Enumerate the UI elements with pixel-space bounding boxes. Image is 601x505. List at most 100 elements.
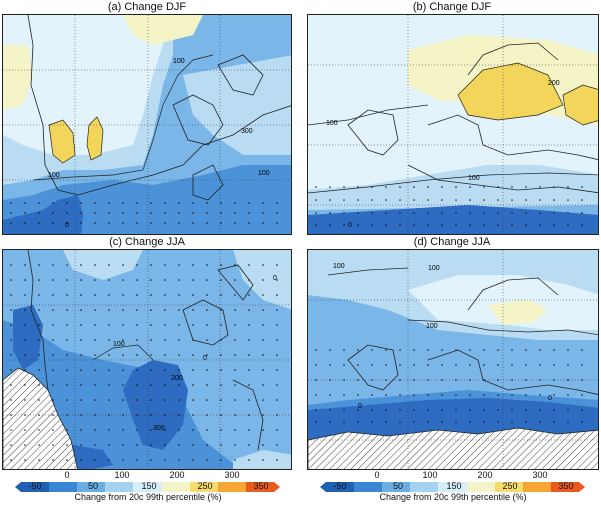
significance-dot xyxy=(581,364,583,366)
panel-c-contour-label-3: 100 xyxy=(113,341,125,348)
significance-dot xyxy=(220,202,222,204)
significance-dot xyxy=(164,444,166,446)
significance-dot xyxy=(178,399,180,401)
significance-dot xyxy=(399,224,401,226)
significance-dot xyxy=(343,421,345,423)
significance-dot xyxy=(66,294,68,296)
significance-dot xyxy=(248,264,250,266)
panel-a-deep-region xyxy=(3,195,83,234)
colorbar-label: Change from 20c 99th percentile (%) xyxy=(74,492,222,502)
significance-dot xyxy=(262,324,264,326)
significance-dot xyxy=(80,324,82,326)
panel-d-coastline xyxy=(347,277,598,395)
panel-b-deep-band xyxy=(308,205,598,234)
significance-dot xyxy=(469,409,471,411)
panel-b-map: 200 100 100 0 xyxy=(307,14,599,235)
significance-dot xyxy=(262,399,264,401)
significance-dot xyxy=(315,421,317,423)
significance-dot xyxy=(38,324,40,326)
significance-dot xyxy=(525,421,527,423)
significance-dot xyxy=(315,379,317,381)
significance-dot xyxy=(553,212,555,214)
significance-dot xyxy=(164,384,166,386)
significance-dot xyxy=(24,222,26,224)
significance-dot xyxy=(343,379,345,381)
significance-dot xyxy=(511,421,513,423)
panel-b-contour-label-1: 200 xyxy=(548,80,560,87)
significance-dot xyxy=(94,399,96,401)
significance-dot xyxy=(455,409,457,411)
significance-dot xyxy=(427,212,429,214)
significance-dot xyxy=(469,364,471,366)
significance-dot xyxy=(80,202,82,204)
significance-dot xyxy=(455,421,457,423)
significance-dot xyxy=(164,222,166,224)
axis-d-label: 0 xyxy=(374,470,380,480)
significance-dot xyxy=(108,324,110,326)
significance-dot xyxy=(262,354,264,356)
significance-dot xyxy=(220,399,222,401)
significance-dot xyxy=(581,394,583,396)
significance-dot xyxy=(262,459,264,461)
significance-dot xyxy=(150,222,152,224)
significance-dot xyxy=(511,186,513,188)
significance-dot xyxy=(399,394,401,396)
significance-dot xyxy=(108,429,110,431)
significance-dot xyxy=(164,202,166,204)
significance-dot xyxy=(262,212,264,214)
colorbar-segment xyxy=(382,482,411,492)
significance-dot xyxy=(94,384,96,386)
significance-dot xyxy=(539,199,541,201)
significance-dot xyxy=(52,294,54,296)
significance-dot xyxy=(234,354,236,356)
significance-dot xyxy=(80,279,82,281)
significance-dot xyxy=(136,264,138,266)
colorbar-tick: 150 xyxy=(141,481,157,491)
significance-dot xyxy=(150,369,152,371)
panel-a-contour-100 xyxy=(32,54,214,181)
significance-dot xyxy=(539,186,541,188)
significance-dot xyxy=(525,379,527,381)
significance-dot xyxy=(525,186,527,188)
significance-dot xyxy=(315,394,317,396)
significance-dot xyxy=(10,294,12,296)
significance-dot xyxy=(581,186,583,188)
colorbar-tick: 250 xyxy=(502,481,518,491)
significance-dot xyxy=(80,444,82,446)
significance-dot xyxy=(385,199,387,201)
significance-dot xyxy=(150,354,152,356)
significance-dot xyxy=(108,222,110,224)
significance-dot xyxy=(276,399,278,401)
significance-dot xyxy=(24,264,26,266)
significance-dot xyxy=(136,324,138,326)
significance-dot xyxy=(455,349,457,351)
significance-dot xyxy=(262,309,264,311)
significance-dot xyxy=(276,369,278,371)
significance-dot xyxy=(122,202,124,204)
significance-dot xyxy=(276,354,278,356)
significance-dot xyxy=(178,414,180,416)
significance-dot xyxy=(150,202,152,204)
significance-dot xyxy=(52,354,54,356)
significance-dot xyxy=(24,399,26,401)
significance-dot xyxy=(262,264,264,266)
axis-c-label: 0 xyxy=(64,470,70,480)
significance-dot xyxy=(206,399,208,401)
significance-dot xyxy=(329,349,331,351)
panel-a-contour-label-5: 0 xyxy=(65,222,69,229)
significance-dot xyxy=(220,429,222,431)
significance-dot xyxy=(234,369,236,371)
significance-dot xyxy=(276,279,278,281)
significance-dot xyxy=(371,349,373,351)
significance-dot xyxy=(80,384,82,386)
significance-dot xyxy=(220,294,222,296)
panel-a-gridlines xyxy=(3,15,291,234)
significance-dot xyxy=(178,369,180,371)
significance-dot xyxy=(108,309,110,311)
significance-dot xyxy=(427,199,429,201)
panel-a-map: 100 100 300 100 0 xyxy=(2,14,292,235)
significance-dot xyxy=(553,364,555,366)
significance-dot xyxy=(38,222,40,224)
significance-dot xyxy=(38,444,40,446)
colorbar-segment xyxy=(77,482,106,492)
